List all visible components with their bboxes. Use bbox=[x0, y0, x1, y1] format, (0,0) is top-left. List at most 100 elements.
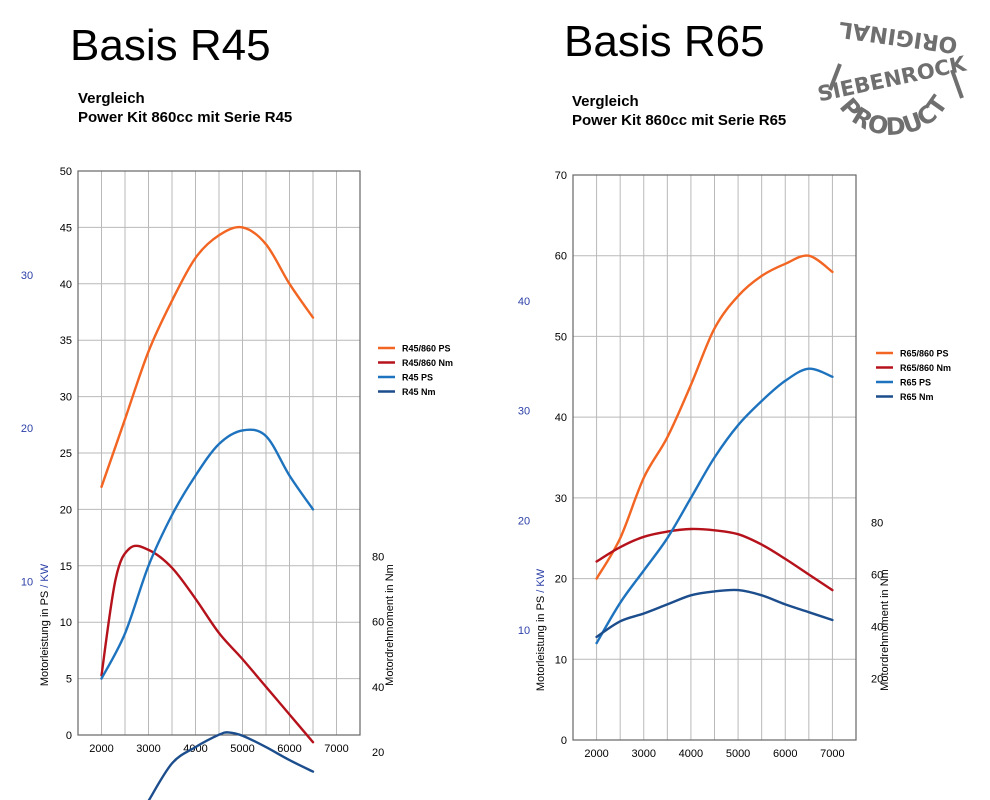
y-axis-nm: 20 40 60 80 bbox=[871, 518, 883, 686]
legend-item: R65/860 PS bbox=[876, 349, 949, 359]
axis-label-kw: KW bbox=[535, 568, 547, 586]
plot-frame bbox=[572, 174, 857, 741]
y-axis-label-right: Motordrehmoment in Nm bbox=[384, 564, 396, 686]
series-line-r65-nm bbox=[595, 588, 834, 639]
series-lines bbox=[595, 254, 834, 645]
x-tick-label: 6000 bbox=[277, 743, 301, 755]
y-axis-label-left: Motorleistung in PS / KW bbox=[39, 563, 51, 686]
legend-label: R45 Nm bbox=[402, 387, 436, 397]
subtitle-line-powerkit: Power Kit 860cc mit Serie R45 bbox=[78, 109, 293, 126]
y-tick-label: 0 bbox=[561, 735, 567, 747]
series-lines bbox=[100, 225, 315, 800]
subtitle-line-vergleich: Vergleich bbox=[78, 90, 145, 107]
x-tick-label: 4000 bbox=[183, 743, 207, 755]
axis-label-kw: KW bbox=[39, 563, 51, 581]
y-axis-nm: 20 40 60 80 bbox=[372, 551, 384, 759]
legend-item: R65/860 Nm bbox=[876, 363, 951, 373]
subtitle-line-vergleich: Vergleich bbox=[572, 93, 639, 110]
y-tick-label: 30 bbox=[555, 493, 567, 505]
legend-label: R65 PS bbox=[900, 378, 931, 388]
x-tick-label: 5000 bbox=[230, 743, 254, 755]
kw-tick-label: 20 bbox=[21, 423, 33, 435]
kw-tick-label: 30 bbox=[21, 270, 33, 282]
y-tick-label: 70 bbox=[555, 170, 567, 182]
series-line-r45-860-ps bbox=[100, 225, 315, 488]
legend-item: R45 PS bbox=[378, 373, 433, 383]
legend-item: R45/860 Nm bbox=[378, 358, 453, 368]
nm-tick-label: 80 bbox=[871, 518, 883, 530]
y-axis-label-left: Motorleistung in PS / KW bbox=[535, 568, 547, 691]
kw-tick-label: 30 bbox=[518, 406, 530, 418]
chart-title-r45: Basis R45 bbox=[70, 21, 271, 70]
nm-tick-label: 40 bbox=[871, 622, 883, 634]
x-tick-label: 7000 bbox=[324, 743, 348, 755]
x-tick-label: 6000 bbox=[773, 748, 797, 760]
nm-tick-label: 80 bbox=[372, 551, 384, 563]
x-axis: 2000 3000 4000 5000 6000 7000 bbox=[89, 743, 348, 755]
legend: R65/860 PS R65/860 Nm R65 PS R65 Nm bbox=[876, 349, 951, 402]
nm-tick-label: 20 bbox=[871, 674, 883, 686]
axis-label-part: Motorleistung in PS bbox=[535, 596, 547, 691]
nm-tick-label: 20 bbox=[372, 747, 384, 759]
legend-label: R65/860 Nm bbox=[900, 363, 951, 373]
y-tick-label: 50 bbox=[555, 331, 567, 343]
y-tick-label: 10 bbox=[555, 654, 567, 666]
y-tick-label: 20 bbox=[60, 504, 72, 516]
y-tick-label: 40 bbox=[555, 412, 567, 424]
chart-title-r65: Basis R65 bbox=[564, 17, 765, 66]
gridlines bbox=[573, 174, 856, 741]
y-tick-label: 30 bbox=[60, 392, 72, 404]
series-line-r45-ps bbox=[100, 428, 315, 680]
legend-item: R65 Nm bbox=[876, 392, 934, 402]
series-line-r65-860-nm bbox=[595, 527, 834, 592]
legend-label: R45/860 PS bbox=[402, 344, 451, 354]
chart-subtitle-r65: Vergleich Power Kit 860cc mit Serie R65 bbox=[572, 92, 786, 130]
legend-label: R45 PS bbox=[402, 373, 433, 383]
legend-label: R65/860 PS bbox=[900, 349, 949, 359]
y-tick-label: 25 bbox=[60, 448, 72, 460]
x-tick-label: 2000 bbox=[584, 748, 608, 760]
y-tick-label: 5 bbox=[66, 674, 72, 686]
x-tick-label: 3000 bbox=[632, 748, 656, 760]
y-axis-ps: 0 10 20 30 40 50 60 70 bbox=[555, 170, 567, 747]
y-axis-kw: 10 20 30 40 bbox=[518, 296, 530, 637]
y-axis-ps: 0 5 10 15 20 25 30 35 40 45 50 bbox=[60, 166, 72, 742]
x-axis: 2000 3000 4000 5000 6000 7000 bbox=[584, 748, 844, 760]
kw-tick-label: 20 bbox=[518, 515, 530, 527]
x-tick-label: 5000 bbox=[726, 748, 750, 760]
x-tick-label: 4000 bbox=[679, 748, 703, 760]
axis-label-part: Motorleistung in PS bbox=[39, 591, 51, 686]
y-tick-label: 50 bbox=[60, 166, 72, 178]
y-tick-label: 60 bbox=[555, 251, 567, 263]
kw-tick-label: 10 bbox=[518, 625, 530, 637]
y-axis-label-right: Motordrehmoment in Nm bbox=[879, 569, 891, 691]
series-line-r45-860-nm bbox=[100, 544, 315, 744]
y-tick-label: 45 bbox=[60, 222, 72, 234]
kw-tick-label: 40 bbox=[518, 296, 530, 308]
x-tick-label: 3000 bbox=[136, 743, 160, 755]
y-axis-kw: 10 20 30 bbox=[21, 270, 33, 589]
legend-item: R65 PS bbox=[876, 378, 931, 388]
x-tick-label: 7000 bbox=[820, 748, 844, 760]
nm-tick-label: 60 bbox=[871, 570, 883, 582]
siebenrock-stamp-logo: ORIGINAL SIEBENROCK PRODUCT bbox=[815, 16, 968, 141]
y-tick-label: 35 bbox=[60, 335, 72, 347]
axis-label-part: / bbox=[535, 587, 547, 596]
kw-tick-label: 10 bbox=[21, 577, 33, 589]
y-tick-label: 20 bbox=[555, 574, 567, 586]
y-tick-label: 40 bbox=[60, 279, 72, 291]
series-line-r65-ps bbox=[595, 367, 834, 645]
legend-label: R65 Nm bbox=[900, 392, 934, 402]
legend: R45/860 PS R45/860 Nm R45 PS R45 Nm bbox=[378, 344, 453, 397]
subtitle-line-powerkit: Power Kit 860cc mit Serie R65 bbox=[572, 112, 787, 129]
y-tick-label: 10 bbox=[60, 617, 72, 629]
series-line-r45-nm bbox=[147, 731, 315, 800]
legend-item: R45 Nm bbox=[378, 387, 436, 397]
y-tick-label: 15 bbox=[60, 561, 72, 573]
axis-label-part: / bbox=[39, 582, 51, 591]
chart-subtitle-r45: Vergleich Power Kit 860cc mit Serie R45 bbox=[78, 89, 292, 127]
legend-item: R45/860 PS bbox=[378, 344, 451, 354]
x-tick-label: 2000 bbox=[89, 743, 113, 755]
